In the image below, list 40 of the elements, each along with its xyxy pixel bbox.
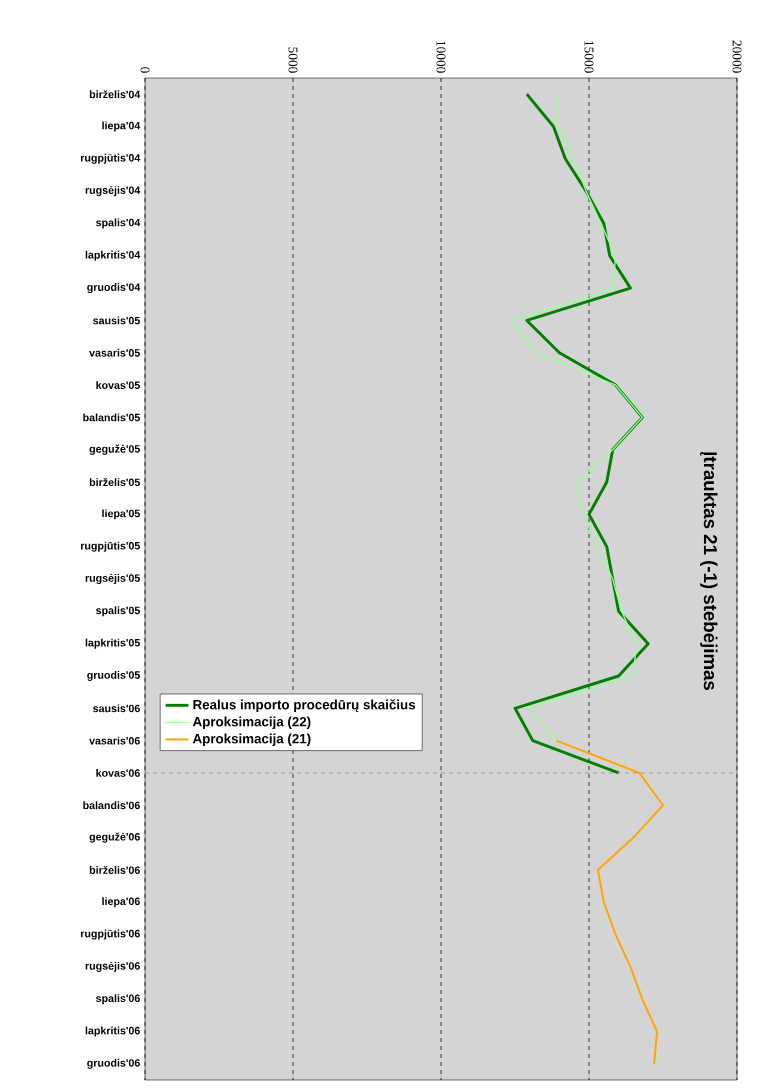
y-tick-label: gruodis'06 bbox=[87, 1058, 140, 1069]
y-tick-label: rugpjūtis'06 bbox=[80, 929, 140, 940]
text: Įtrauktas 21 (-1) stebėjimas bbox=[700, 451, 718, 691]
y-tick-label: birželis'05 bbox=[89, 478, 140, 487]
y-tick-label: rugsėjis'04 bbox=[85, 186, 141, 197]
y-tick-label: kovas'06 bbox=[96, 769, 140, 777]
y-tick-label: sausis'05 bbox=[93, 316, 140, 325]
x-tick-label: 10000 bbox=[436, 41, 446, 73]
y-tick-label: vasaris'06 bbox=[89, 736, 140, 745]
y-tick-label: kovas'05 bbox=[96, 381, 140, 389]
y-tick-label: rugpjūtis'04 bbox=[80, 153, 141, 164]
y-tick-label: spalis'06 bbox=[96, 994, 140, 1005]
y-tick-label: balandis'05 bbox=[83, 413, 140, 422]
y-tick-label: rugsėjis'06 bbox=[85, 961, 140, 972]
y-tick-label: gruodis'04 bbox=[87, 283, 141, 294]
y-tick-label: liepa'06 bbox=[102, 897, 140, 908]
y-tick-label: liepa'05 bbox=[102, 509, 140, 520]
y-tick-label: vasaris'05 bbox=[89, 348, 140, 357]
legend-label: Aproksimacija (22) bbox=[192, 716, 311, 730]
y-tick-label: lapkritis'04 bbox=[85, 250, 141, 261]
y-tick-label: rugpjūtis'05 bbox=[80, 541, 140, 552]
legend-label: Aproksimacija (21) bbox=[192, 733, 311, 747]
y-tick-label: sausis'06 bbox=[93, 704, 140, 713]
y-tick-label: lapkritis'06 bbox=[85, 1026, 140, 1037]
y-tick-label: spalis'05 bbox=[96, 606, 140, 617]
legend-label: Realus importo procedūrų skaičius bbox=[193, 699, 416, 713]
x-tick-label: 5000 bbox=[288, 47, 298, 73]
y-tick-label: liepa'04 bbox=[102, 121, 141, 132]
y-tick-label: balandis'06 bbox=[83, 801, 140, 810]
y-tick-label: birželis'04 bbox=[89, 90, 141, 99]
y-tick-label: rugsėjis'05 bbox=[85, 574, 140, 584]
y-tick-label: gegužė'05 bbox=[89, 444, 140, 455]
y-tick-label: birželis'06 bbox=[89, 865, 140, 874]
y-tick-label: lapkritis'05 bbox=[85, 638, 140, 649]
x-tick-label: 20000 bbox=[732, 40, 742, 73]
y-tick-label: gruodis'05 bbox=[87, 670, 140, 681]
y-tick-label: spalis'04 bbox=[96, 218, 141, 229]
x-tick-label: 0 bbox=[140, 67, 150, 73]
x-tick-label: 15000 bbox=[584, 41, 594, 73]
y-tick-label: gegužė'06 bbox=[89, 832, 140, 843]
